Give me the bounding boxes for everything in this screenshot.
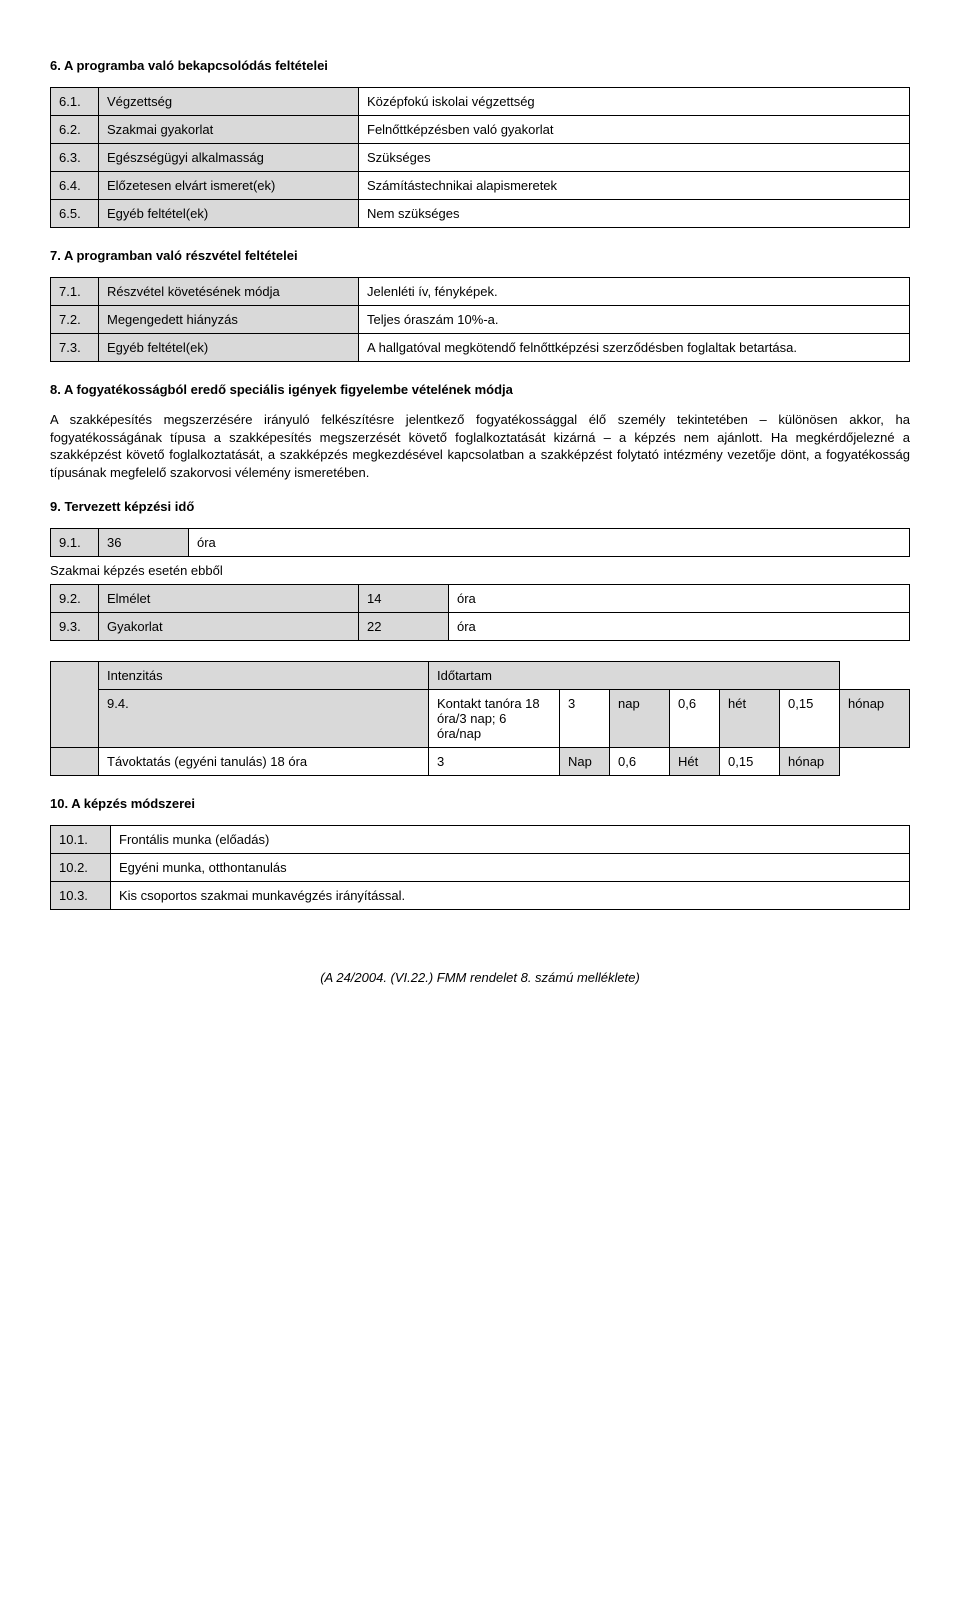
- cell-u1: nap: [610, 690, 670, 748]
- cell-num: 10.1.: [51, 826, 111, 854]
- cell-label: Egészségügyi alkalmasság: [99, 144, 359, 172]
- section6-title: 6. A programba való bekapcsolódás feltét…: [50, 58, 910, 73]
- table-row: 6.4. Előzetesen elvárt ismeret(ek) Számí…: [51, 172, 910, 200]
- cell-num: 9.1.: [51, 529, 99, 557]
- cell-label: Távoktatás (egyéni tanulás) 18 óra: [99, 748, 429, 776]
- table-row: Távoktatás (egyéni tanulás) 18 óra 3 Nap…: [51, 748, 910, 776]
- cell-u3: hónap: [840, 690, 910, 748]
- table-row: Intenzitás Időtartam: [51, 662, 910, 690]
- section8-body: A szakképesítés megszerzésére irányuló f…: [50, 411, 910, 481]
- cell-num: 6.2.: [51, 116, 99, 144]
- table-row: 10.2. Egyéni munka, otthontanulás: [51, 854, 910, 882]
- cell-num: 7.1.: [51, 278, 99, 306]
- cell-u3: hónap: [780, 748, 840, 776]
- cell-v3: 0,15: [780, 690, 840, 748]
- table-s9b: 9.2. Elmélet 14 óra 9.3. Gyakorlat 22 ór…: [50, 584, 910, 641]
- cell-num: 10.2.: [51, 854, 111, 882]
- table-row: 7.3. Egyéb feltétel(ek) A hallgatóval me…: [51, 334, 910, 362]
- cell-value: Felnőttképzésben való gyakorlat: [359, 116, 910, 144]
- cell-value: Teljes óraszám 10%-a.: [359, 306, 910, 334]
- cell-value: 22: [359, 613, 449, 641]
- cell-unit: óra: [449, 613, 910, 641]
- cell-num-empty: [51, 748, 99, 776]
- cell-num: 7.2.: [51, 306, 99, 334]
- cell-label: Kontakt tanóra 18 óra/3 nap; 6 óra/nap: [429, 690, 560, 748]
- table-row: 9.1. 36 óra: [51, 529, 910, 557]
- cell-value: Középfokú iskolai végzettség: [359, 88, 910, 116]
- cell-value: Nem szükséges: [359, 200, 910, 228]
- cell-v1: 3: [429, 748, 560, 776]
- table-s7: 7.1. Részvétel követésének módja Jelenlé…: [50, 277, 910, 362]
- cell-v1: 3: [560, 690, 610, 748]
- cell-num: 7.3.: [51, 334, 99, 362]
- table-row: 10.1. Frontális munka (előadás): [51, 826, 910, 854]
- cell-value: Kis csoportos szakmai munkavégzés irányí…: [111, 882, 910, 910]
- table-row: 9.4. Kontakt tanóra 18 óra/3 nap; 6 óra/…: [51, 690, 910, 748]
- table-s10: 10.1. Frontális munka (előadás) 10.2. Eg…: [50, 825, 910, 910]
- cell-num: 9.2.: [51, 585, 99, 613]
- cell-num: 9.3.: [51, 613, 99, 641]
- cell-value: 36: [99, 529, 189, 557]
- table-row: 6.2. Szakmai gyakorlat Felnőttképzésben …: [51, 116, 910, 144]
- table-row: 7.1. Részvétel követésének módja Jelenlé…: [51, 278, 910, 306]
- table-row: 9.2. Elmélet 14 óra: [51, 585, 910, 613]
- table-row: 6.1. Végzettség Középfokú iskolai végzet…: [51, 88, 910, 116]
- cell-label: Egyéb feltétel(ek): [99, 200, 359, 228]
- section10-title: 10. A képzés módszerei: [50, 796, 910, 811]
- cell-u2: Hét: [670, 748, 720, 776]
- cell-unit: óra: [189, 529, 910, 557]
- cell-value: Jelenléti ív, fényképek.: [359, 278, 910, 306]
- cell-label: Megengedett hiányzás: [99, 306, 359, 334]
- cell-value: A hallgatóval megkötendő felnőttképzési …: [359, 334, 910, 362]
- cell-num: 6.5.: [51, 200, 99, 228]
- table-row: 6.5. Egyéb feltétel(ek) Nem szükséges: [51, 200, 910, 228]
- cell-label: Előzetesen elvárt ismeret(ek): [99, 172, 359, 200]
- s9-subtitle: Szakmai képzés esetén ebből: [50, 563, 910, 578]
- cell-value: Egyéni munka, otthontanulás: [111, 854, 910, 882]
- cell-value: Szükséges: [359, 144, 910, 172]
- cell-num: 9.4.: [99, 690, 429, 748]
- cell-label: Végzettség: [99, 88, 359, 116]
- cell-v3: 0,15: [720, 748, 780, 776]
- cell-num: 6.4.: [51, 172, 99, 200]
- cell-label: Egyéb feltétel(ek): [99, 334, 359, 362]
- section7-title: 7. A programban való részvétel feltétele…: [50, 248, 910, 263]
- table-row: 10.3. Kis csoportos szakmai munkavégzés …: [51, 882, 910, 910]
- section9-title: 9. Tervezett képzési idő: [50, 499, 910, 514]
- cell-unit: óra: [449, 585, 910, 613]
- section8-title: 8. A fogyatékosságból eredő speciális ig…: [50, 382, 910, 397]
- cell-u1: Nap: [560, 748, 610, 776]
- header-idotartam: Időtartam: [429, 662, 840, 690]
- header-intenzitas: Intenzitás: [99, 662, 429, 690]
- cell-value: Frontális munka (előadás): [111, 826, 910, 854]
- cell-label: Részvétel követésének módja: [99, 278, 359, 306]
- table-row: 9.3. Gyakorlat 22 óra: [51, 613, 910, 641]
- cell-v2: 0,6: [610, 748, 670, 776]
- cell-value: Számítástechnikai alapismeretek: [359, 172, 910, 200]
- cell-num: 6.3.: [51, 144, 99, 172]
- cell-num: 10.3.: [51, 882, 111, 910]
- cell-label: Elmélet: [99, 585, 359, 613]
- cell-num-empty: [51, 662, 99, 748]
- cell-v2: 0,6: [670, 690, 720, 748]
- cell-value: 14: [359, 585, 449, 613]
- cell-u2: hét: [720, 690, 780, 748]
- table-s9a: 9.1. 36 óra: [50, 528, 910, 557]
- table-s6: 6.1. Végzettség Középfokú iskolai végzet…: [50, 87, 910, 228]
- cell-num: 6.1.: [51, 88, 99, 116]
- table-row: 7.2. Megengedett hiányzás Teljes óraszám…: [51, 306, 910, 334]
- page-footer: (A 24/2004. (VI.22.) FMM rendelet 8. szá…: [50, 970, 910, 985]
- table-row: 6.3. Egészségügyi alkalmasság Szükséges: [51, 144, 910, 172]
- cell-label: Szakmai gyakorlat: [99, 116, 359, 144]
- table-s94: Intenzitás Időtartam 9.4. Kontakt tanóra…: [50, 661, 910, 776]
- cell-label: Gyakorlat: [99, 613, 359, 641]
